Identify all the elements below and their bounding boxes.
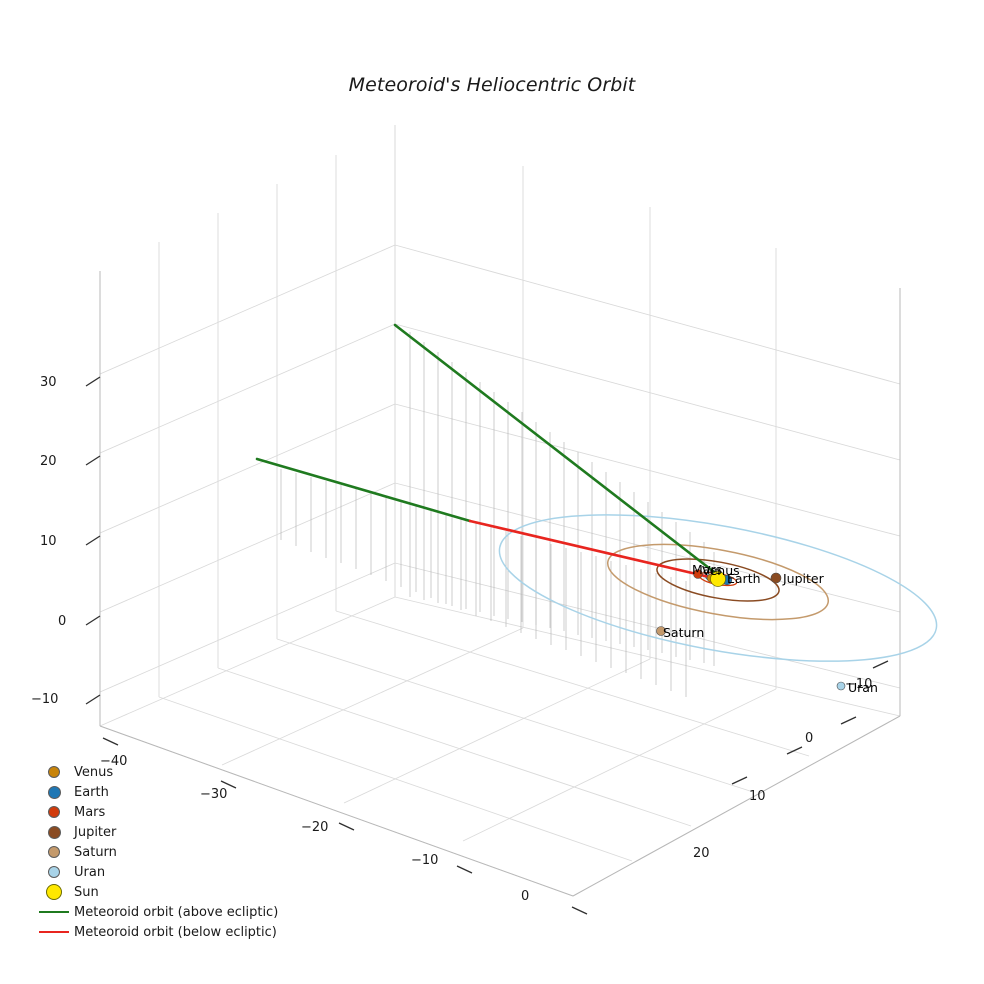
z-tick-10: 10 [40, 534, 57, 549]
legend-label-mars: Mars [74, 804, 106, 820]
grid-left-wall [99, 125, 396, 726]
x-tick-neg40: −40 [100, 754, 128, 769]
legend-item-sun[interactable]: Sun [34, 882, 294, 902]
z-tick-30: 30 [40, 375, 57, 390]
legend-item-saturn[interactable]: Saturn [34, 842, 294, 862]
legend-item-meteoroid-above[interactable]: Meteoroid orbit (above ecliptic) [34, 902, 294, 922]
legend-marker-earth-icon [34, 785, 74, 799]
legend-label-venus: Venus [74, 764, 114, 780]
body-marker-jupiter [770, 572, 782, 584]
chart-title: Meteoroid's Heliocentric Orbit [348, 74, 636, 96]
legend-label-earth: Earth [74, 784, 109, 800]
body-marker-saturn [656, 626, 666, 636]
y-tick-10: 10 [749, 789, 766, 804]
legend-marker-venus-icon [34, 766, 74, 778]
label-mars: Mars [692, 562, 723, 577]
body-marker-sun [710, 571, 726, 587]
celestial-bodies [656, 569, 846, 691]
meteoroid-path-below-ecliptic [468, 519, 724, 582]
legend-item-earth[interactable]: Earth [34, 782, 294, 802]
legend-marker-sun-icon [34, 884, 74, 900]
legend-marker-jupiter-icon [34, 825, 74, 839]
legend-label-meteoroid-below: Meteoroid orbit (below ecliptic) [74, 924, 277, 940]
legend-line-below-ecliptic-icon [34, 930, 74, 934]
y-tick-neg10: −10 [845, 677, 873, 692]
legend-item-jupiter[interactable]: Jupiter [34, 822, 294, 842]
label-venus: Venus [702, 563, 740, 578]
label-saturn: Saturn [663, 625, 705, 640]
label-earth: Earth [727, 571, 761, 586]
meteoroid-path-above-ecliptic-outgoing [255, 457, 472, 523]
x-tick-0: 0 [521, 889, 530, 904]
z-tick-0: 0 [58, 614, 67, 629]
z-tick-20: 20 [40, 454, 57, 469]
legend-label-saturn: Saturn [74, 844, 117, 860]
axis-spines [99, 271, 901, 897]
label-uranus: Uran [848, 680, 878, 695]
legend-label-uranus: Uran [74, 864, 106, 880]
orbit-uranus [498, 514, 938, 662]
x-tick-neg30: −30 [200, 787, 228, 802]
legend-marker-saturn-icon [34, 845, 74, 859]
tick-marks [85, 376, 889, 915]
orbit-jupiter [656, 558, 780, 602]
chart-legend: Venus Earth Mars Jupiter Saturn [34, 762, 294, 942]
x-tick-neg20: −20 [301, 820, 329, 835]
meteoroid-path-above-ecliptic-descending [393, 323, 720, 577]
z-tick-neg10: −10 [31, 692, 59, 707]
legend-label-meteoroid-above: Meteoroid orbit (above ecliptic) [74, 904, 279, 920]
body-marker-mars [693, 569, 703, 579]
y-tick-20: 20 [693, 846, 710, 861]
legend-item-venus[interactable]: Venus [34, 762, 294, 782]
x-tick-neg10: −10 [411, 853, 439, 868]
legend-item-mars[interactable]: Mars [34, 802, 294, 822]
orbit-saturn [606, 543, 830, 621]
y-tick-0: 0 [805, 731, 814, 746]
legend-line-above-ecliptic-icon [34, 910, 74, 914]
label-jupiter: Jupiter [783, 571, 824, 586]
legend-marker-mars-icon [34, 805, 74, 819]
legend-label-sun: Sun [74, 884, 99, 900]
legend-label-jupiter: Jupiter [74, 824, 117, 840]
legend-item-uranus[interactable]: Uran [34, 862, 294, 882]
body-marker-uranus [836, 681, 846, 691]
legend-marker-uranus-icon [34, 866, 74, 878]
legend-item-meteoroid-below[interactable]: Meteoroid orbit (below ecliptic) [34, 922, 294, 942]
meteoroid-trajectory [255, 323, 724, 582]
